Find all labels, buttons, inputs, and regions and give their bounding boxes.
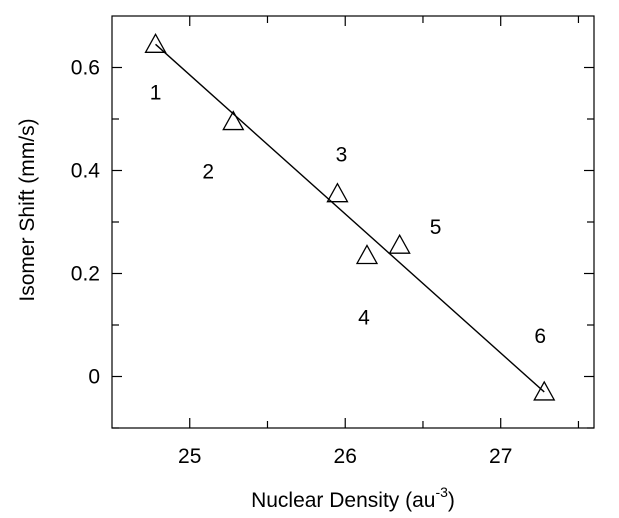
point-label: 3 xyxy=(336,144,348,167)
y-tick-label: 0.2 xyxy=(71,263,100,286)
x-tick-label: 26 xyxy=(334,445,357,468)
data-point-triangle xyxy=(388,233,411,254)
x-tick-label: 27 xyxy=(489,445,512,468)
data-points xyxy=(144,32,556,401)
tick-marks xyxy=(112,16,594,429)
point-label: 1 xyxy=(150,81,162,104)
point-labels: 1 2 3 4 5 6 xyxy=(150,81,546,348)
x-axis-title: Nuclear Density (au-3) xyxy=(251,484,455,512)
point-label: 2 xyxy=(202,161,214,184)
data-point-triangle xyxy=(144,32,167,53)
data-point-triangle xyxy=(533,380,556,401)
point-label: 4 xyxy=(358,306,370,329)
y-tick-label: 0 xyxy=(88,366,100,389)
point-label: 6 xyxy=(534,325,546,348)
data-point-triangle xyxy=(355,244,379,265)
data-point-triangle xyxy=(326,182,349,203)
x-tick-label: 25 xyxy=(178,445,201,468)
plot-frame xyxy=(111,15,595,429)
y-axis-title: Isomer Shift (mm/s) xyxy=(16,118,39,301)
fit-line xyxy=(155,43,545,393)
point-label: 5 xyxy=(430,216,442,239)
data-point-triangle xyxy=(222,110,245,131)
y-tick-label: 0.4 xyxy=(71,160,101,183)
y-tick-label: 0.6 xyxy=(71,57,100,80)
